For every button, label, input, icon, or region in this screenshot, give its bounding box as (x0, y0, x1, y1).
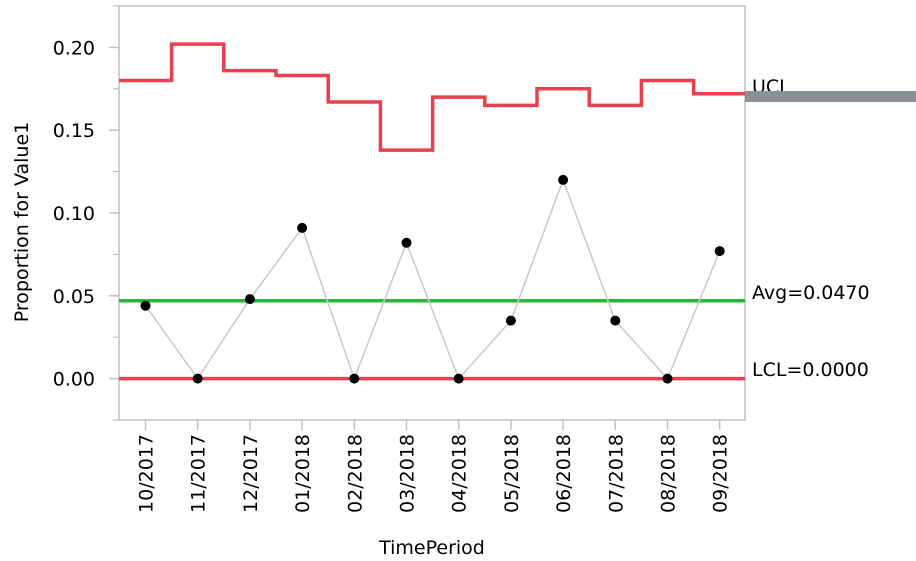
lcl-label: LCL=0.0000 (752, 359, 869, 381)
y-axis: 0.00 0.05 0.10 0.15 0.20 (53, 5, 119, 421)
data-point[interactable] (558, 174, 569, 185)
x-tick-label: 08/2018 (658, 434, 680, 513)
x-tick-label: 10/2017 (136, 434, 158, 513)
data-point[interactable] (297, 222, 308, 233)
y-tick-label: 0.05 (53, 286, 95, 308)
x-tick-label: 11/2017 (188, 434, 210, 513)
x-axis: 10/2017 11/2017 12/2017 01/2018 02/2018 03/20… (136, 420, 732, 513)
x-tick-label: 04/2018 (449, 434, 471, 513)
x-tick-label: 03/2018 (397, 434, 419, 513)
data-points (140, 174, 725, 384)
y-tick-label: 0.15 (53, 120, 95, 142)
data-line (144, 177, 721, 381)
y-axis-title: Proportion for Value1 (11, 122, 33, 323)
data-point[interactable] (192, 373, 203, 384)
y-tick-label: 0.20 (53, 37, 95, 59)
data-point[interactable] (610, 315, 621, 326)
x-tick-label: 06/2018 (553, 434, 575, 513)
x-tick-label: 02/2018 (344, 434, 366, 513)
plot-frame (118, 5, 746, 421)
x-tick-label: 05/2018 (501, 434, 523, 513)
ucl-line (119, 42, 745, 152)
y-tick-label: 0.10 (53, 203, 95, 225)
x-tick-label: 09/2018 (710, 434, 732, 513)
x-tick-label: 12/2017 (240, 434, 262, 513)
avg-label: Avg=0.0470 (752, 282, 870, 304)
data-point[interactable] (349, 373, 360, 384)
data-point[interactable] (505, 315, 516, 326)
x-tick-label: 01/2018 (292, 434, 314, 513)
data-point[interactable] (401, 237, 412, 248)
data-point[interactable] (714, 246, 725, 257)
data-point[interactable] (140, 300, 151, 311)
ucl-drag-handle[interactable] (745, 91, 916, 102)
data-point[interactable] (453, 373, 464, 384)
data-point[interactable] (662, 373, 673, 384)
x-tick-label: 07/2018 (605, 434, 627, 513)
data-point[interactable] (244, 294, 255, 305)
x-axis-title: TimePeriod (378, 537, 485, 559)
y-tick-label: 0.00 (53, 369, 95, 391)
